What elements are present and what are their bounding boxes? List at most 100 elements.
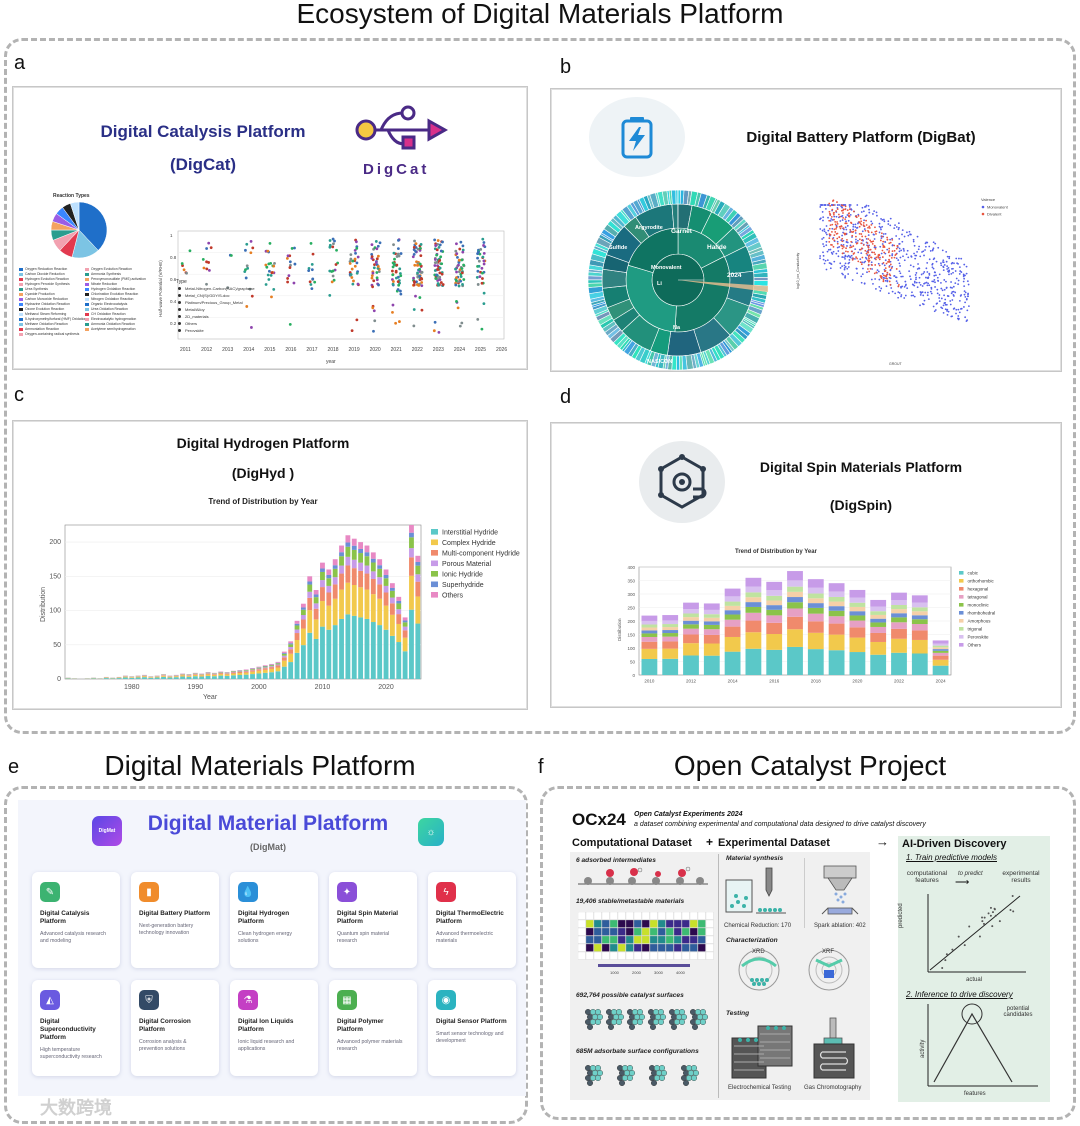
data-point bbox=[858, 238, 861, 241]
bar-segment bbox=[358, 553, 364, 563]
data-point bbox=[922, 294, 925, 297]
data-point bbox=[440, 262, 444, 266]
atom bbox=[627, 1009, 634, 1015]
data-point bbox=[328, 245, 332, 249]
data-point bbox=[919, 255, 922, 258]
legend-label: Ammonia Synthesis bbox=[91, 272, 121, 276]
data-point bbox=[923, 254, 925, 257]
data-point bbox=[355, 318, 359, 322]
bar-segment bbox=[402, 617, 408, 621]
spin-icon bbox=[658, 454, 707, 509]
data-point bbox=[983, 916, 986, 919]
data-point bbox=[476, 252, 479, 256]
bar-segment bbox=[351, 584, 357, 616]
data-point bbox=[883, 220, 886, 223]
data-point bbox=[825, 233, 828, 236]
digmat-platform-card[interactable]: ϟ Digital ThermoElectric Platform Advanced… bbox=[428, 872, 516, 968]
data-point bbox=[209, 246, 213, 250]
digspin-title: Digital Spin Materials Platform bbox=[759, 459, 963, 475]
legend-swatch bbox=[431, 592, 438, 598]
bar-segment bbox=[364, 545, 370, 553]
bar-segment bbox=[703, 614, 720, 618]
data-point bbox=[482, 291, 486, 295]
y-tick-label: 50 bbox=[53, 642, 61, 649]
atom bbox=[654, 1013, 661, 1020]
heatmap-cell bbox=[689, 951, 698, 960]
digmat-platform-card[interactable]: ▦ Digital Polymer Platform Advanced polyme… bbox=[329, 980, 417, 1076]
digmat-platform-card[interactable]: ⚗ Digital Ion Liquids Platform Ionic liqui… bbox=[230, 980, 318, 1076]
data-point bbox=[927, 282, 930, 285]
y-axis-label: log10_ion_Conductivity bbox=[796, 253, 800, 289]
atom bbox=[650, 1069, 657, 1076]
data-point bbox=[916, 286, 919, 289]
digmat-platform-card[interactable]: ✎ Digital Catalysis Platform Advanced cata… bbox=[32, 872, 120, 968]
data-point bbox=[909, 275, 911, 278]
data-point bbox=[825, 240, 828, 243]
bar-segment bbox=[307, 632, 313, 679]
atom bbox=[589, 1074, 596, 1081]
ai-activity-axis: activity bbox=[920, 1039, 926, 1058]
data-point bbox=[437, 245, 441, 249]
data-point bbox=[270, 271, 274, 275]
data-point bbox=[957, 262, 959, 265]
ai-exp-results: experimental results bbox=[1002, 870, 1040, 884]
data-point bbox=[921, 285, 924, 287]
bar-segment bbox=[351, 538, 357, 546]
data-point bbox=[900, 275, 903, 278]
bar-segment bbox=[849, 606, 866, 612]
legend-label: cubic bbox=[968, 571, 979, 576]
pie-legend-item: Hydrazine Oxidation Reaction bbox=[19, 302, 89, 306]
data-point bbox=[842, 246, 845, 248]
data-point bbox=[926, 241, 929, 244]
data-point bbox=[391, 303, 395, 307]
data-point bbox=[954, 270, 957, 272]
ocp-section-title: Open Catalyst Project bbox=[673, 750, 947, 781]
data-point bbox=[965, 297, 968, 300]
data-point bbox=[860, 252, 863, 255]
data-point bbox=[897, 285, 900, 288]
data-point bbox=[882, 233, 885, 235]
data-point bbox=[248, 287, 252, 291]
heatmap-cell bbox=[673, 912, 682, 920]
bar-segment bbox=[377, 577, 383, 585]
legend-swatch bbox=[959, 619, 964, 623]
atom bbox=[670, 1013, 677, 1020]
bar-segment bbox=[370, 558, 376, 563]
data-point bbox=[842, 228, 845, 231]
bar-segment bbox=[313, 638, 319, 679]
digmat-platform-card[interactable]: ◉ Digital Sensor Platform Smart sensor tec… bbox=[428, 980, 516, 1076]
data-point bbox=[441, 283, 445, 286]
data-point bbox=[840, 215, 843, 218]
digmat-platform-card[interactable]: ◭ Digital Superconductivity Platform High … bbox=[32, 980, 120, 1076]
heatmap-cell bbox=[609, 919, 618, 928]
data-point bbox=[959, 308, 962, 310]
data-point bbox=[855, 267, 858, 270]
bar-segment bbox=[766, 600, 783, 606]
bar-segment bbox=[211, 674, 217, 675]
heatmap-cell bbox=[641, 943, 650, 952]
data-point bbox=[356, 255, 360, 259]
data-point bbox=[267, 269, 271, 273]
data-point bbox=[856, 257, 858, 260]
atom bbox=[596, 1069, 603, 1076]
digmat-platform-card[interactable]: ✦ Digital Spin Material Platform Quantum s… bbox=[329, 872, 417, 968]
bar-segment bbox=[703, 624, 720, 630]
data-point bbox=[874, 226, 876, 229]
legend-swatch bbox=[85, 277, 89, 281]
digmat-platform-card[interactable]: ▮ Digital Battery Platform Next-generation… bbox=[131, 872, 219, 968]
digmat-platform-card[interactable]: ⛨ Digital Corrosion Platform Corrosion ana… bbox=[131, 980, 219, 1076]
data-point bbox=[844, 258, 846, 260]
bar-segment bbox=[358, 542, 364, 549]
x-tick-label: 2014 bbox=[243, 347, 254, 353]
sunburst-label: Garnet bbox=[671, 228, 693, 235]
bar-segment bbox=[870, 632, 887, 642]
x-tick-label: 2018 bbox=[327, 347, 338, 353]
data-point bbox=[399, 292, 403, 296]
data-point bbox=[932, 247, 935, 250]
bar-segment bbox=[288, 644, 294, 648]
platform-name: Digital ThermoElectric Platform bbox=[436, 910, 504, 925]
digmat-platform-card[interactable]: 💧 Digital Hydrogen Platform Clean hydrogen… bbox=[230, 872, 318, 968]
data-point bbox=[959, 270, 962, 272]
data-point bbox=[861, 256, 864, 259]
bar-segment bbox=[186, 675, 192, 676]
